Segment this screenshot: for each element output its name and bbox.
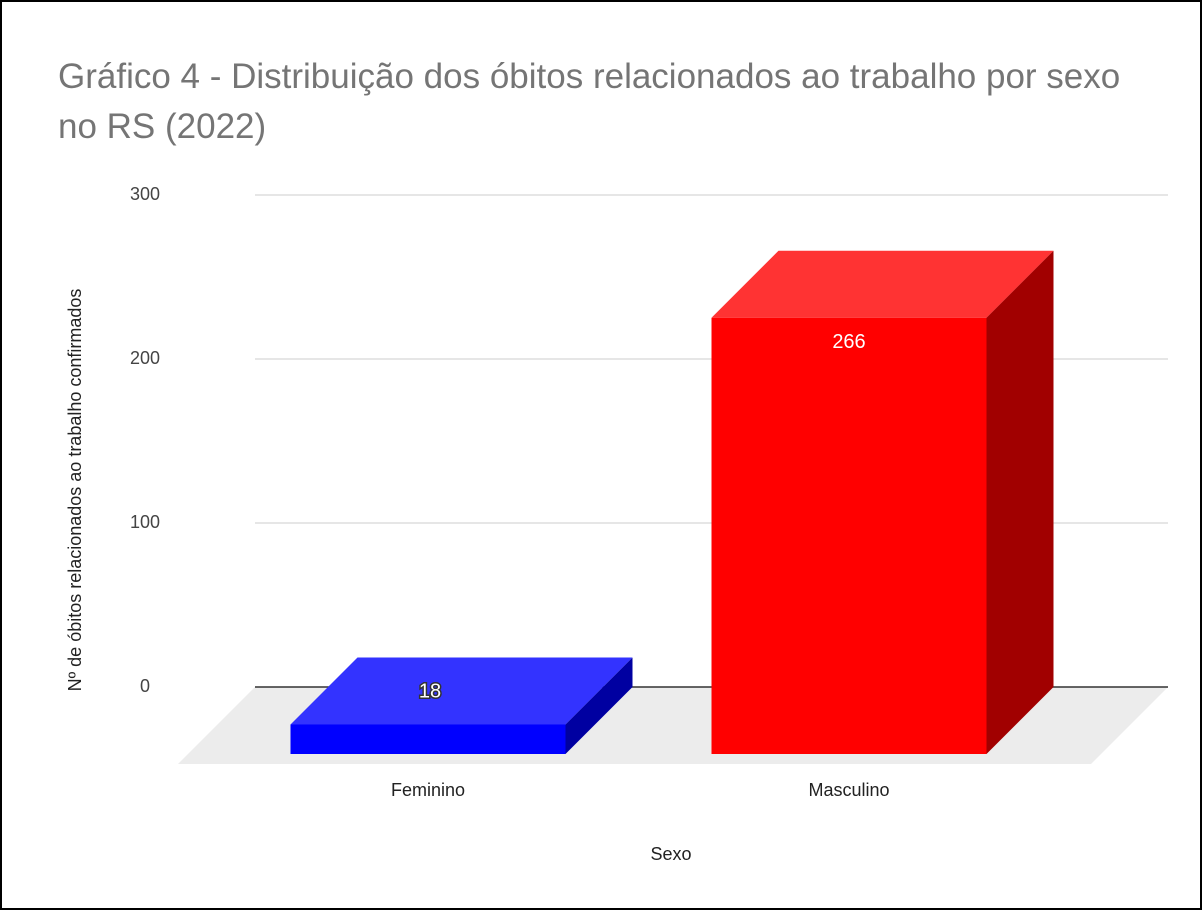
x-axis-title: Sexo — [650, 844, 691, 864]
y-tick-label: 200 — [130, 348, 160, 368]
y-axis-title: Nº de óbitos relacionados ao trabalho co… — [65, 289, 85, 692]
title-box: Gráfico 4 - Distribuição dos óbitos rela… — [58, 57, 1121, 146]
bar — [290, 724, 566, 754]
x-tick-label: Feminino — [391, 780, 465, 800]
bar — [711, 317, 987, 754]
x-tick-label: Masculino — [808, 780, 889, 800]
y-tick-label: 100 — [130, 512, 160, 532]
bar-side — [565, 657, 633, 754]
bar-top — [711, 250, 1054, 318]
y-tick-label: 0 — [140, 676, 150, 696]
bar-top — [290, 657, 633, 725]
y-tick-label: 300 — [130, 184, 160, 204]
value-label: 18 — [419, 680, 441, 702]
chart-title: Gráfico 4 - Distribuição dos óbitos rela… — [58, 57, 1121, 146]
value-label: 266 — [832, 331, 865, 353]
bar-side — [986, 250, 1054, 754]
